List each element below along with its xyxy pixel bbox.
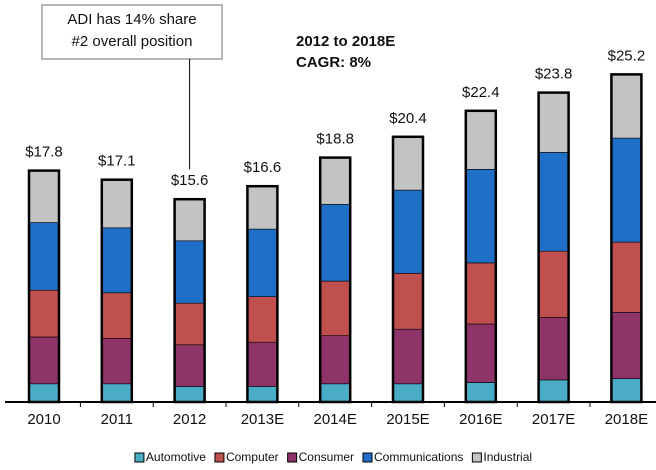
legend-swatch [471,452,482,463]
legend: Automotive Computer Consumer Communications… [134,450,532,464]
x-tick-label: 2015E [386,411,429,428]
total-label: $25.2 [608,47,646,64]
legend-label: Computer [226,450,279,464]
legend-swatch [287,452,298,463]
bar-segment [101,227,133,294]
x-tick-label: 2011 [101,411,133,428]
bar-segment [465,169,497,264]
x-tick-label: 2013E [241,411,284,428]
cagr-text: CAGR: 8% [296,54,371,71]
annotation-box [41,4,223,60]
bar-segment [392,189,424,274]
legend-label: Industrial [483,450,532,464]
x-tick-label: 2014E [314,411,357,428]
legend-swatch [214,452,225,463]
bar-segment [319,335,351,385]
bar-segment [465,323,497,383]
bar-segment [319,157,351,205]
bar-segment [174,344,205,387]
bar-segment [101,337,133,385]
bar-segment [28,383,60,403]
bar-segment [538,250,569,318]
bar-segment [392,383,424,403]
bar-segment [247,296,278,343]
bar-segment [392,136,424,191]
bar-segment [101,292,133,339]
total-label: $15.6 [171,172,209,189]
bar-segment [319,383,351,403]
bar-segment [319,280,351,337]
legend-label: Communications [374,450,463,464]
bar-segment [28,289,60,338]
bar-segment [538,152,569,252]
annotation-text: ADI has 14% share [67,11,196,28]
bar-segment [611,378,642,403]
bar-segment [247,185,278,230]
bar-segment [611,241,642,313]
x-tick-label: 2012 [173,411,206,428]
bar-segment [392,328,424,385]
bar-segment [611,137,642,243]
bar-segment [174,240,205,304]
bar-segment [247,228,278,298]
bar-segment [174,198,205,242]
legend-swatch [362,452,373,463]
annotation-text: #2 overall position [72,33,193,50]
x-tick-label: 2016E [459,411,502,428]
bar-segment [101,383,133,403]
bar-segment [319,204,351,282]
x-tick-label: 2018E [605,411,648,428]
bar-segment [538,379,569,403]
legend-swatch [134,452,145,463]
bar-segment [247,341,278,387]
x-tick-label: 2010 [27,411,60,428]
bar-segment [174,302,205,346]
bar-segment [611,74,642,139]
bar-segment [465,382,497,403]
legend-label: Consumer [299,450,354,464]
bar-segment [538,92,569,153]
total-label: $16.6 [244,159,282,176]
total-label: $17.1 [98,153,136,170]
bar-segment [247,386,278,403]
bar-segment [101,179,133,229]
bar-segment [28,170,60,223]
total-label: $17.8 [25,144,63,161]
bar-segment [465,262,497,325]
cagr-text: 2012 to 2018E [296,33,395,50]
bar-segment [28,336,60,385]
bar-segment [392,272,424,330]
bar-segment [611,311,642,379]
total-label: $20.4 [389,110,427,127]
total-label: $18.8 [316,131,354,148]
legend-label: Automotive [146,450,206,464]
bar-segment [28,222,60,291]
total-label: $23.8 [535,66,573,83]
total-label: $22.4 [462,84,500,101]
bar-segment [465,110,497,170]
bar-segment [174,386,205,403]
bar-segment [538,317,569,381]
x-tick-label: 2017E [532,411,575,428]
